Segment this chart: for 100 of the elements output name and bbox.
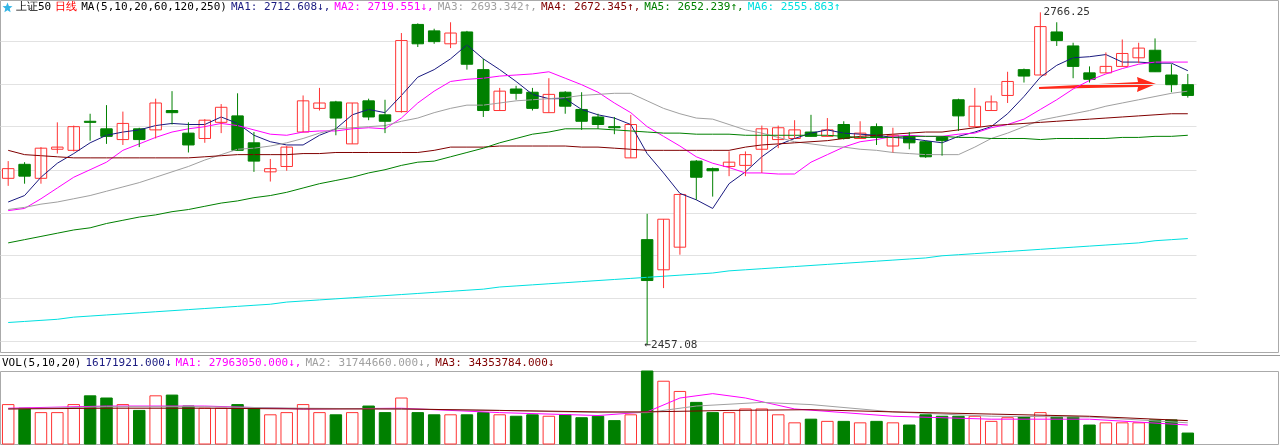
bar: [952, 415, 965, 445]
candlestick: [952, 98, 965, 132]
candlestick: [346, 102, 359, 145]
candlestick: [1132, 42, 1145, 64]
bar: [870, 420, 883, 445]
bar: [755, 408, 769, 445]
bar: [1, 404, 15, 445]
candlestick: [444, 21, 457, 49]
bar: [608, 420, 621, 445]
bar: [182, 405, 195, 445]
bar: [362, 405, 375, 445]
bar: [1181, 432, 1195, 445]
bar: [1001, 417, 1014, 445]
bar: [591, 415, 605, 445]
candlestick: [1001, 71, 1014, 104]
text: MA3: 2693.342↑,: [437, 0, 537, 14]
bar: [214, 407, 228, 445]
bar: [149, 395, 162, 445]
bar: [1116, 422, 1129, 445]
bar: [395, 397, 408, 445]
bar: [411, 412, 425, 445]
annotation: ←2457.08: [644, 338, 698, 352]
bar: [493, 414, 506, 445]
bar: [903, 424, 916, 445]
bar: [640, 370, 654, 445]
chart-subtitle: 日线: [55, 0, 78, 14]
candlestick: [493, 87, 506, 112]
candlestick: [477, 58, 490, 118]
bar: [460, 414, 474, 445]
bar: [427, 414, 441, 445]
bar: [444, 414, 457, 445]
bar: [313, 412, 326, 445]
bar: [231, 404, 244, 445]
annotation: 2766.25: [1043, 5, 1090, 19]
bar: [657, 380, 670, 445]
candlestick: [968, 87, 982, 128]
bar: [722, 412, 736, 445]
bar: [542, 415, 556, 445]
candlestick: [427, 28, 441, 45]
candlestick: [362, 98, 375, 121]
candlestick: [690, 159, 703, 201]
bar: [280, 412, 293, 445]
bar: [509, 415, 523, 445]
text: 16171921.000↓: [85, 356, 172, 370]
candlestick: [18, 161, 31, 185]
bar: [935, 415, 949, 445]
text: MA1: 2712.608↓,: [230, 0, 331, 14]
bar: [706, 412, 719, 445]
bar: [67, 404, 80, 445]
bar: [18, 407, 31, 445]
candlestick: [1165, 63, 1178, 93]
bar: [771, 414, 785, 445]
bar: [886, 422, 900, 445]
bar: [378, 412, 392, 445]
bar: [968, 415, 982, 445]
candlestick: [100, 104, 113, 145]
candlestick: [1181, 73, 1195, 99]
text: MA1: 27963050.000↓,: [175, 356, 302, 370]
legend-title: VOL(5,10,20): [2, 356, 82, 370]
bar: [51, 412, 64, 445]
bar: [34, 412, 48, 445]
candlestick: [67, 125, 80, 152]
bar: [264, 414, 277, 445]
bar: [559, 414, 572, 445]
text: MA4: 2672.345↑,: [540, 0, 641, 14]
bar: [1050, 416, 1063, 445]
bar: [788, 422, 801, 445]
candlestick: [395, 32, 408, 114]
text: MA3: 34353784.000↓: [435, 356, 555, 370]
candlestick: [1, 160, 15, 187]
candlestick: [706, 167, 719, 198]
bar: [247, 407, 261, 445]
bar: [919, 414, 932, 445]
bar: [1083, 424, 1096, 445]
bar: [575, 417, 588, 445]
bar: [198, 407, 212, 445]
text: MA6: 2555.863↑: [747, 0, 841, 14]
candlestick: [313, 87, 326, 112]
bar: [346, 412, 359, 445]
text: MA2: 31744660.000↓,: [305, 356, 432, 370]
candlestick: [264, 158, 277, 183]
candlestick: [280, 145, 293, 172]
bar: [984, 420, 998, 445]
candlestick: [411, 22, 425, 48]
candlestick: [1050, 21, 1063, 47]
bar: [821, 420, 834, 445]
candlestick: [509, 85, 523, 101]
candlestick: [51, 121, 64, 155]
legend-title: MA(5,10,20,60,120,250): [81, 0, 227, 14]
bar: [116, 404, 130, 445]
candlestick: [329, 100, 343, 136]
chart-title: 上证50: [16, 0, 52, 14]
bar: [1132, 422, 1145, 445]
text: MA2: 2719.551↓,: [334, 0, 434, 14]
bar: [296, 404, 310, 445]
bar: [477, 412, 490, 445]
candlestick: [984, 94, 998, 112]
text: MA5: 2652.239↑,: [644, 0, 744, 14]
bar: [1017, 416, 1031, 445]
bar: [837, 420, 850, 445]
